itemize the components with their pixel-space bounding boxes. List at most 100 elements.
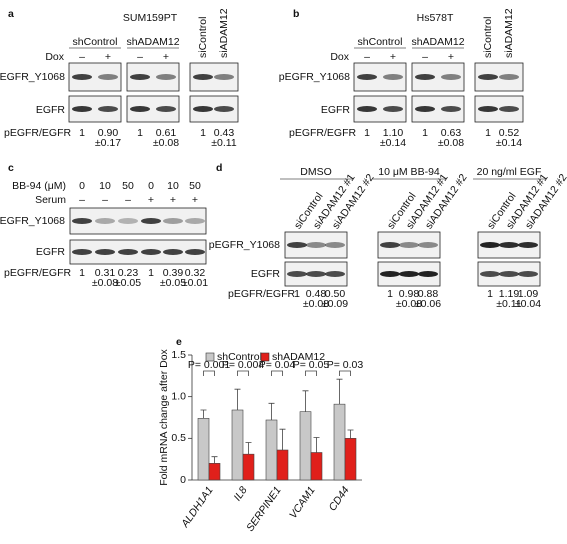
ratio-mean: 0.48	[306, 288, 327, 300]
error-bar	[200, 409, 207, 419]
treatment-level: +	[192, 194, 198, 206]
ratio-mean: 1.19	[499, 288, 520, 300]
band	[480, 242, 500, 248]
error-bar	[268, 402, 275, 420]
treatment-level: –	[102, 194, 108, 206]
legend-label: shControl	[217, 351, 262, 363]
lane-label: siADAM12	[218, 8, 230, 58]
bar	[344, 438, 357, 481]
bar	[197, 418, 210, 481]
ratio-sd: ±0.14	[380, 137, 406, 149]
ratio-sd: ±0.11	[496, 298, 522, 310]
ratio-label: pEGFR/EGFR	[4, 267, 72, 279]
band	[415, 106, 435, 112]
ratio-sd: ±0.05	[160, 277, 186, 289]
band	[383, 106, 403, 112]
ratio-sd: ±0.06	[415, 298, 441, 310]
ratio-mean: 0.32	[185, 267, 206, 279]
treatment-level: 10	[99, 180, 111, 192]
panel-title: SUM159PT	[123, 12, 178, 24]
band	[325, 242, 345, 248]
band	[306, 242, 326, 248]
legend-swatch	[260, 352, 270, 362]
error-bar	[245, 442, 252, 455]
y-tick-label: 0.5	[171, 432, 186, 444]
error-bar	[313, 437, 320, 453]
treatment-level: +	[170, 194, 176, 206]
significance-bracket	[237, 370, 249, 376]
band	[118, 218, 138, 224]
ratio-sd: ±0.14	[496, 137, 522, 149]
legend-swatch	[205, 352, 215, 362]
band	[185, 249, 205, 255]
ratio-mean: 0.23	[118, 267, 139, 279]
error-bar	[279, 428, 286, 450]
bar	[333, 403, 346, 481]
band	[185, 218, 205, 224]
ratio-mean: 1	[387, 288, 393, 300]
band	[163, 249, 183, 255]
group-label: 10 μM BB-94	[378, 166, 440, 178]
significance-bracket	[339, 370, 351, 376]
row-label: pEGFR_Y1068	[279, 71, 350, 83]
group-label: DMSO	[300, 166, 332, 178]
ratio-mean: 1	[79, 267, 85, 279]
band	[72, 106, 92, 112]
band	[480, 271, 500, 277]
band	[325, 271, 345, 277]
panel-letter: d	[216, 162, 222, 174]
treatment-level: 50	[122, 180, 134, 192]
ratio-mean: 1	[487, 288, 493, 300]
band	[98, 74, 118, 80]
ratio-sd: ±0.08	[396, 298, 422, 310]
band	[499, 271, 519, 277]
band	[499, 106, 519, 112]
p-value: P= 0.05	[293, 359, 330, 371]
panel-title: Hs578T	[417, 12, 454, 24]
ratio-mean: 1	[137, 127, 143, 139]
ratio-mean: 1	[485, 127, 491, 139]
ratio-mean: 1	[364, 127, 370, 139]
band	[130, 74, 150, 80]
ratio-mean: 0.52	[499, 127, 520, 139]
bar	[208, 463, 221, 481]
band	[156, 74, 176, 80]
lane-label: siControl	[197, 17, 209, 58]
treatment-level: –	[137, 51, 143, 63]
treatment-label: Dox	[330, 51, 349, 63]
treatment-level: –	[125, 194, 131, 206]
band	[499, 242, 519, 248]
bar	[242, 453, 255, 481]
bar	[299, 411, 312, 481]
ratio-mean: 0.43	[214, 127, 235, 139]
band	[72, 218, 92, 224]
group-label: shControl	[73, 36, 118, 48]
row-label: pEGFR_Y1068	[0, 215, 65, 227]
ratio-mean: 1	[294, 288, 300, 300]
ratio-sd: ±0.08	[303, 298, 329, 310]
treatment-label: Serum	[35, 194, 66, 206]
ratio-mean: 0.50	[325, 288, 346, 300]
x-tick-label: VCAM1	[287, 484, 318, 521]
significance-bracket	[271, 370, 283, 376]
band	[357, 74, 377, 80]
band	[95, 218, 115, 224]
ratio-mean: 1	[79, 127, 85, 139]
blot	[69, 207, 207, 235]
error-bar	[347, 429, 354, 439]
ratio-mean: 0.39	[163, 267, 184, 279]
band	[380, 271, 400, 277]
band	[399, 242, 419, 248]
ratio-label: pEGFR/EGFR	[289, 127, 357, 139]
row-label: pEGFR_Y1068	[209, 239, 280, 251]
ratio-sd: ±0.09	[322, 298, 348, 310]
band	[287, 271, 307, 277]
row-label: EGFR	[321, 104, 351, 116]
treatment-level: +	[148, 194, 154, 206]
ratio-sd: ±0.08	[92, 277, 118, 289]
band	[499, 74, 519, 80]
band	[418, 271, 438, 277]
legend-label: shADAM12	[272, 351, 325, 363]
band	[518, 271, 538, 277]
